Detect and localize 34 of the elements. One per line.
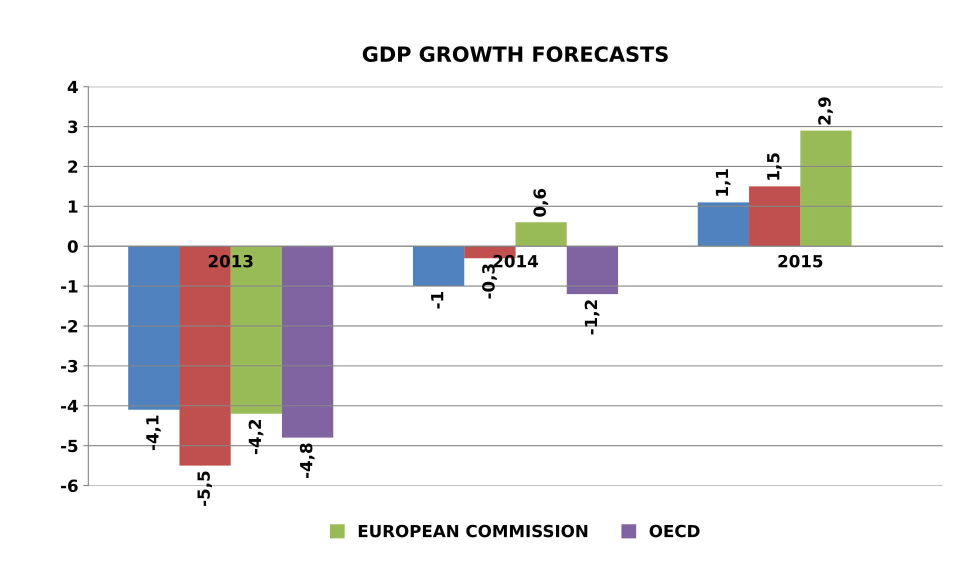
data-label: 2,9 bbox=[818, 97, 833, 124]
y-tick-label: 3 bbox=[68, 120, 78, 134]
data-label: -4,2 bbox=[248, 420, 264, 454]
y-tick-label: -5 bbox=[60, 440, 78, 452]
y-tick-label: 4 bbox=[68, 80, 78, 94]
data-label: 1,5 bbox=[767, 153, 782, 180]
y-tick-label: -6 bbox=[60, 480, 78, 492]
y-tick-label: 0 bbox=[68, 240, 78, 253]
data-label: -1,2 bbox=[584, 300, 600, 334]
chart-title: GDP GROWTH FORECASTS bbox=[362, 46, 668, 62]
y-tick-label: -4 bbox=[60, 400, 78, 412]
data-label: -5,5 bbox=[198, 472, 212, 506]
bar bbox=[698, 202, 750, 246]
bar bbox=[800, 130, 852, 246]
bar bbox=[282, 246, 334, 438]
legend-label: OECD bbox=[650, 524, 700, 538]
data-label: 0,6 bbox=[533, 188, 548, 217]
bar bbox=[516, 222, 567, 246]
y-tick-label: -1 bbox=[60, 280, 78, 292]
y-tick-label: 2 bbox=[68, 160, 78, 173]
data-label: -4,1 bbox=[146, 416, 161, 450]
y-tick-label: -2 bbox=[60, 320, 78, 332]
bar bbox=[128, 246, 180, 410]
bar bbox=[566, 246, 618, 294]
data-label: -1 bbox=[431, 292, 444, 309]
x-tick-label: 2015 bbox=[778, 254, 822, 268]
bar bbox=[412, 246, 464, 286]
legend-label: EUROPEAN COMMISSION bbox=[358, 524, 588, 538]
y-tick-label: -3 bbox=[60, 360, 78, 372]
y-tick-label: 1 bbox=[68, 200, 78, 213]
data-label: -4,8 bbox=[300, 443, 315, 478]
bar bbox=[749, 186, 800, 246]
x-tick-label: 2013 bbox=[208, 254, 253, 268]
data-label: 1,1 bbox=[716, 169, 730, 196]
